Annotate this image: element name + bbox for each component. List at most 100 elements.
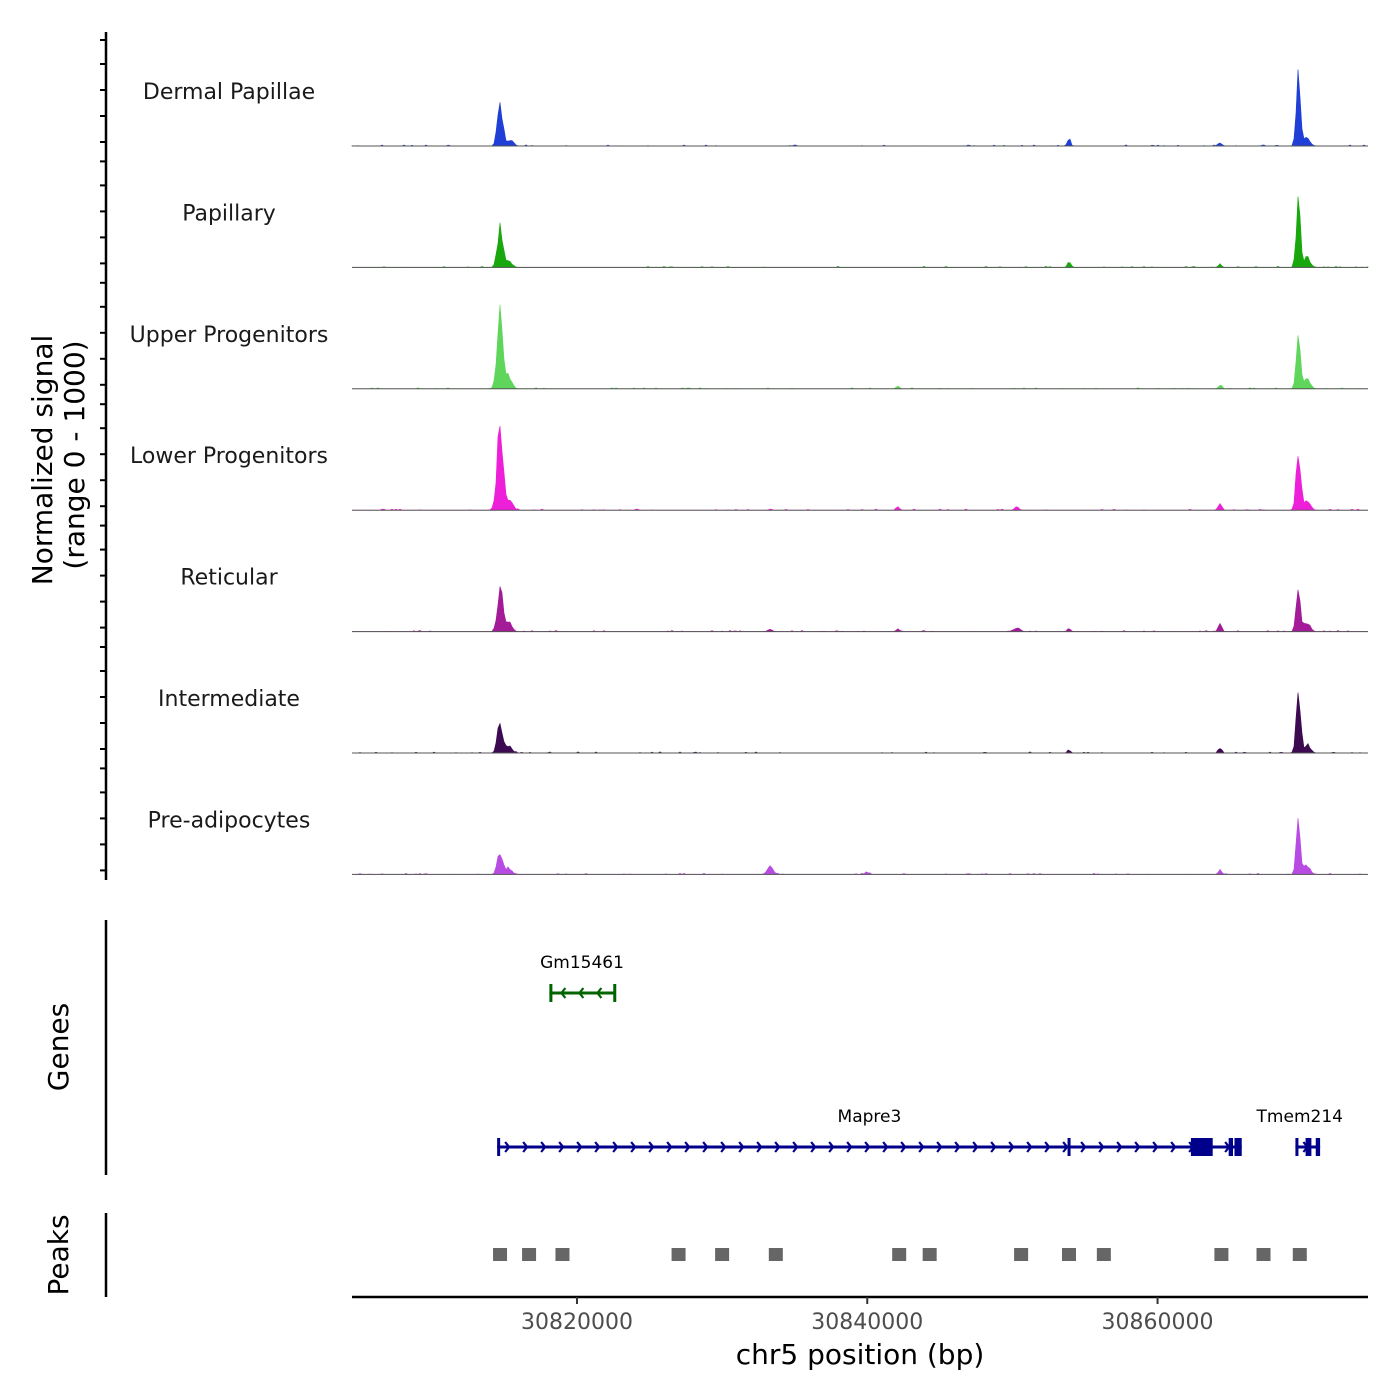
peak-region [1062,1248,1077,1261]
genes-track: Gm15461 Mapre3 Tmem214 [497,953,1343,1156]
strand-arrow [918,1141,925,1153]
track-lower-progenitors: Lower Progenitors [130,426,1368,511]
strand-arrow [720,1141,727,1153]
strand-arrow [936,1141,943,1153]
coverage-area [352,426,1368,511]
strand-arrow [702,1141,709,1153]
strand-arrow [954,1141,961,1153]
gene-label: Tmem214 [1256,1107,1343,1127]
peak-region [892,1248,907,1261]
strand-arrow [504,1141,511,1153]
track-pre-adipocytes: Pre-adipocytes [148,808,1368,875]
strand-arrow [1098,1141,1105,1153]
strand-arrow [522,1141,529,1153]
strand-arrow [595,987,603,999]
strand-arrow [1080,1141,1087,1153]
x-tick-label: 30820000 [521,1310,633,1335]
strand-arrow [576,1141,583,1153]
strand-arrow [774,1141,781,1153]
strand-arrow [792,1141,799,1153]
peak-region [1292,1248,1307,1261]
peak-region [1096,1248,1111,1261]
exon [1315,1138,1321,1156]
exon [1067,1138,1071,1156]
strand-arrow [594,1141,601,1153]
strand-arrow [558,1141,565,1153]
exon [1305,1138,1312,1156]
strand-arrow [1062,1141,1069,1153]
exon [497,1138,501,1156]
y-axis-title-line1: Normalized signal [26,335,59,586]
track-label: Papillary [182,201,276,226]
strand-arrow [882,1141,889,1153]
axes: 30820000 30840000 30860000 [100,32,1368,1335]
exon [613,984,617,1002]
peak-region [1256,1248,1271,1261]
strand-arrow [990,1141,997,1153]
strand-arrow [1170,1141,1177,1153]
x-tick-label: 30840000 [811,1310,923,1335]
track-label: Dermal Papillae [143,80,315,105]
peak-region [555,1248,570,1261]
peak-region [522,1248,537,1261]
peaks-track-title: Peaks [42,1214,75,1295]
x-axis-title: chr5 position (bp) [736,1338,985,1371]
gene-label: Mapre3 [838,1107,902,1127]
coverage-tracks: Dermal Papillae Papillary Upper Progenitor… [130,69,1369,875]
peak-region [493,1248,508,1261]
track-intermediate: Intermediate [158,687,1368,754]
strand-arrow [738,1141,745,1153]
track-label: Upper Progenitors [130,323,329,348]
track-reticular: Reticular [180,566,1368,633]
strand-arrow [846,1141,853,1153]
x-tick-label: 30860000 [1102,1310,1214,1335]
peaks-track [493,1248,1307,1261]
strand-arrow [1044,1141,1051,1153]
y-axis-title-line2: (range 0 - 1000) [58,340,91,569]
genes-track-title: Genes [42,1003,75,1091]
strand-arrow [900,1141,907,1153]
exon [1228,1138,1234,1156]
track-label: Pre-adipocytes [148,808,311,833]
strand-arrow [1026,1141,1033,1153]
strand-arrow [828,1141,835,1153]
strand-arrow [1152,1141,1159,1153]
strand-arrow [1134,1141,1141,1153]
exon [1190,1138,1213,1156]
peak-region [671,1248,686,1261]
strand-arrow [540,1141,547,1153]
gene-mapre3: Mapre3 [497,1107,1242,1156]
track-label: Intermediate [158,687,300,712]
gene-gm15461: Gm15461 [540,953,624,1002]
strand-arrow [666,1141,673,1153]
peak-region [715,1248,730,1261]
exon [1234,1138,1242,1156]
track-label: Lower Progenitors [130,444,328,469]
track-dermal-papillae: Dermal Papillae [143,69,1368,147]
peak-region [922,1248,937,1261]
exon [1295,1138,1299,1156]
peak-region [768,1248,783,1261]
strand-arrow [630,1141,637,1153]
exon [549,984,553,1002]
strand-arrow [559,987,567,999]
coverage-area [352,692,1368,754]
strand-arrow [577,987,585,999]
strand-arrow [972,1141,979,1153]
strand-arrow [684,1141,691,1153]
coverage-area [352,818,1368,875]
coverage-area [352,196,1369,268]
peak-region [1014,1248,1029,1261]
track-label: Reticular [180,566,278,591]
strand-arrow [648,1141,655,1153]
gene-tmem214: Tmem214 [1256,1107,1343,1156]
strand-arrow [756,1141,763,1153]
track-upper-progenitors: Upper Progenitors [130,304,1368,390]
coverage-area [352,304,1368,390]
coverage-area [352,586,1368,632]
strand-arrow [864,1141,871,1153]
track-papillary: Papillary [182,196,1369,268]
strand-arrow [1116,1141,1123,1153]
strand-arrow [612,1141,619,1153]
